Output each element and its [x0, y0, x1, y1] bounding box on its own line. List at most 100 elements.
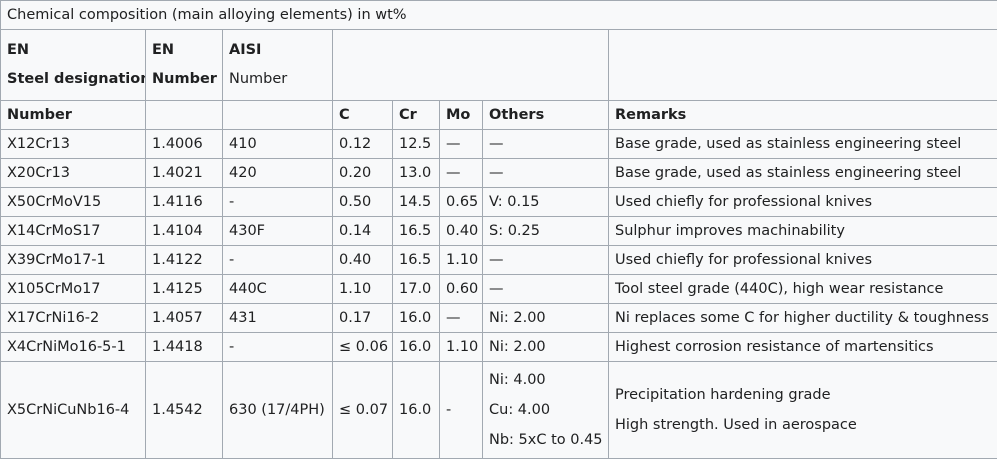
header-num-line1: EN: [152, 36, 216, 65]
header-aisi: AISI Number: [223, 30, 333, 101]
cell-designation: X4CrNiMo16-5-1: [1, 333, 146, 362]
cell-mo: —: [440, 304, 483, 333]
cell-others: Ni: 2.00: [483, 304, 609, 333]
cell-designation: X39CrMo17-1: [1, 246, 146, 275]
cell-remarks: Used chiefly for professional knives: [609, 188, 997, 217]
header-blank-2: [223, 101, 333, 130]
cell-aisi: -: [223, 333, 333, 362]
cell-designation: X105CrMo17: [1, 275, 146, 304]
header-c: C: [333, 101, 393, 130]
header-aisi-line1: AISI: [229, 36, 326, 65]
cell-c: 0.20: [333, 159, 393, 188]
cell-aisi: -: [223, 188, 333, 217]
cell-remarks: Highest corrosion resistance of martensi…: [609, 333, 997, 362]
cell-cr: 16.5: [393, 246, 440, 275]
cell-remarks: Ni replaces some C for higher ductility …: [609, 304, 997, 333]
cell-designation: X50CrMoV15: [1, 188, 146, 217]
table-row: X105CrMo17 1.4125 440C 1.10 17.0 0.60 — …: [1, 275, 997, 304]
cell-designation: X20Cr13: [1, 159, 146, 188]
cell-aisi: 410: [223, 130, 333, 159]
cell-aisi: 430F: [223, 217, 333, 246]
cell-others: V: 0.15: [483, 188, 609, 217]
cell-mo: 0.40: [440, 217, 483, 246]
cell-c: 0.12: [333, 130, 393, 159]
header-remarks: Remarks: [609, 101, 997, 130]
cell-mo: —: [440, 130, 483, 159]
cell-c: 0.40: [333, 246, 393, 275]
table-row: X4CrNiMo16-5-1 1.4418 - ≤ 0.06 16.0 1.10…: [1, 333, 997, 362]
table-row: X39CrMo17-1 1.4122 - 0.40 16.5 1.10 — Us…: [1, 246, 997, 275]
cell-en-number: 1.4116: [146, 188, 223, 217]
cell-aisi: 440C: [223, 275, 333, 304]
cell-remarks: Base grade, used as stainless engineerin…: [609, 130, 997, 159]
cell-en-number: 1.4542: [146, 362, 223, 459]
cell-designation: X5CrNiCuNb16-4: [1, 362, 146, 459]
cell-c: 1.10: [333, 275, 393, 304]
cell-mo: 1.10: [440, 246, 483, 275]
cell-cr: 14.5: [393, 188, 440, 217]
table-row: X14CrMoS17 1.4104 430F 0.14 16.5 0.40 S:…: [1, 217, 997, 246]
table-row: X50CrMoV15 1.4116 - 0.50 14.5 0.65 V: 0.…: [1, 188, 997, 217]
cell-en-number: 1.4104: [146, 217, 223, 246]
cell-en-number: 1.4021: [146, 159, 223, 188]
others-line: Ni: 4.00: [489, 365, 602, 395]
header-en-line1: EN: [7, 36, 139, 65]
header-empty-remarks: [609, 30, 997, 101]
cell-en-number: 1.4125: [146, 275, 223, 304]
header-empty-cell: [333, 30, 609, 101]
header-en-line2: Steel designation: [7, 65, 139, 94]
cell-en-number: 1.4418: [146, 333, 223, 362]
cell-mo: —: [440, 159, 483, 188]
table-caption: Chemical composition (main alloying elem…: [1, 1, 997, 30]
cell-remarks: Precipitation hardening grade High stren…: [609, 362, 997, 459]
header-mo: Mo: [440, 101, 483, 130]
cell-aisi: 630 (17/4PH): [223, 362, 333, 459]
remarks-line: Precipitation hardening grade: [615, 380, 991, 410]
cell-c: 0.50: [333, 188, 393, 217]
cell-others: —: [483, 246, 609, 275]
table-row: X12Cr13 1.4006 410 0.12 12.5 — — Base gr…: [1, 130, 997, 159]
cell-aisi: 420: [223, 159, 333, 188]
others-line: Cu: 4.00: [489, 395, 602, 425]
cell-others: Ni: 2.00: [483, 333, 609, 362]
table-row: X5CrNiCuNb16-4 1.4542 630 (17/4PH) ≤ 0.0…: [1, 362, 997, 459]
cell-c: 0.14: [333, 217, 393, 246]
cell-others: S: 0.25: [483, 217, 609, 246]
table-row: X17CrNi16-2 1.4057 431 0.17 16.0 — Ni: 2…: [1, 304, 997, 333]
table-row: X20Cr13 1.4021 420 0.20 13.0 — — Base gr…: [1, 159, 997, 188]
cell-remarks: Tool steel grade (440C), high wear resis…: [609, 275, 997, 304]
cell-c: ≤ 0.06: [333, 333, 393, 362]
cell-others: —: [483, 130, 609, 159]
header-aisi-line2: Number: [229, 65, 326, 94]
cell-mo: -: [440, 362, 483, 459]
header-num-line2: Number: [152, 65, 216, 94]
header-blank-1: [146, 101, 223, 130]
header-others: Others: [483, 101, 609, 130]
cell-cr: 16.0: [393, 362, 440, 459]
cell-cr: 16.0: [393, 304, 440, 333]
header-en-number: EN Number: [146, 30, 223, 101]
cell-c: ≤ 0.07: [333, 362, 393, 459]
cell-aisi: 431: [223, 304, 333, 333]
cell-mo: 0.60: [440, 275, 483, 304]
cell-designation: X12Cr13: [1, 130, 146, 159]
cell-mo: 0.65: [440, 188, 483, 217]
cell-others: —: [483, 275, 609, 304]
cell-designation: X17CrNi16-2: [1, 304, 146, 333]
cell-remarks: Sulphur improves machinability: [609, 217, 997, 246]
cell-designation: X14CrMoS17: [1, 217, 146, 246]
cell-others: Ni: 4.00 Cu: 4.00 Nb: 5xC to 0.45: [483, 362, 609, 459]
remarks-line: High strength. Used in aerospace: [615, 410, 991, 440]
others-line: Nb: 5xC to 0.45: [489, 425, 602, 455]
cell-cr: 16.5: [393, 217, 440, 246]
cell-c: 0.17: [333, 304, 393, 333]
cell-remarks: Used chiefly for professional knives: [609, 246, 997, 275]
cell-en-number: 1.4122: [146, 246, 223, 275]
cell-mo: 1.10: [440, 333, 483, 362]
header-cr: Cr: [393, 101, 440, 130]
header-en-designation: EN Steel designation: [1, 30, 146, 101]
header-number: Number: [1, 101, 146, 130]
cell-cr: 16.0: [393, 333, 440, 362]
cell-en-number: 1.4006: [146, 130, 223, 159]
